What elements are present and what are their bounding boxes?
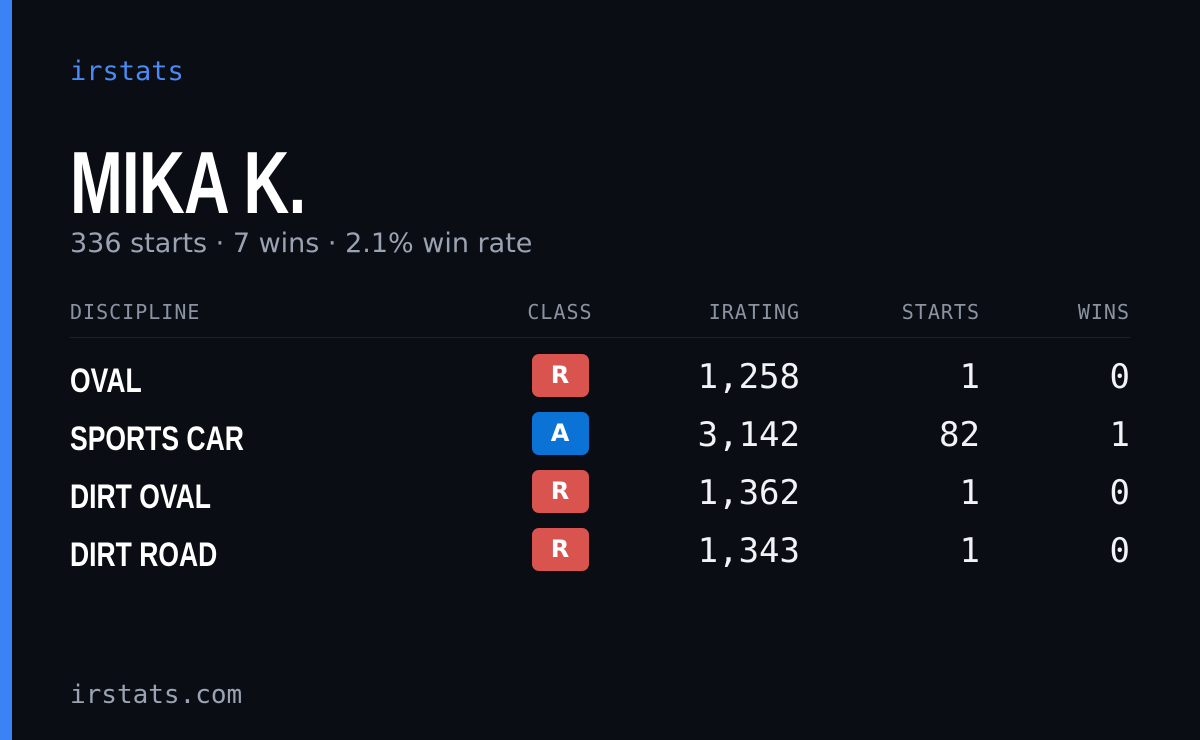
- discipline: DIRT OVAL: [70, 478, 211, 516]
- brand: irstats: [70, 56, 184, 87]
- irating: 1,258: [697, 357, 800, 397]
- discipline: SPORTS CAR: [70, 420, 244, 458]
- column-header: WINS: [1077, 300, 1130, 324]
- wins: 1: [1109, 415, 1130, 455]
- starts: 82: [939, 415, 980, 455]
- wins: 0: [1109, 531, 1130, 571]
- class-badge: R: [531, 354, 589, 397]
- class-badge: R: [531, 470, 589, 513]
- class-badge: R: [531, 528, 589, 571]
- wins: 0: [1109, 357, 1130, 397]
- column-header: CLASS: [527, 300, 593, 324]
- driver-summary: 336 starts · 7 wins · 2.1% win rate: [70, 228, 533, 259]
- accent-bar: [0, 0, 12, 740]
- irating: 1,343: [697, 531, 800, 571]
- discipline: OVAL: [70, 362, 142, 400]
- column-header: IRATING: [708, 300, 800, 324]
- driver-name: MIKA K.: [70, 133, 306, 232]
- discipline: DIRT ROAD: [70, 536, 218, 574]
- footer: irstats.com: [70, 680, 243, 710]
- column-header: DISCIPLINE: [70, 300, 201, 324]
- class-badge: A: [531, 412, 589, 455]
- column-header: STARTS: [901, 300, 980, 324]
- starts: 1: [959, 531, 980, 571]
- header-rule: [70, 337, 1130, 338]
- starts: 1: [959, 357, 980, 397]
- starts: 1: [959, 473, 980, 513]
- irating: 3,142: [697, 415, 800, 455]
- wins: 0: [1109, 473, 1130, 513]
- irating: 1,362: [697, 473, 800, 513]
